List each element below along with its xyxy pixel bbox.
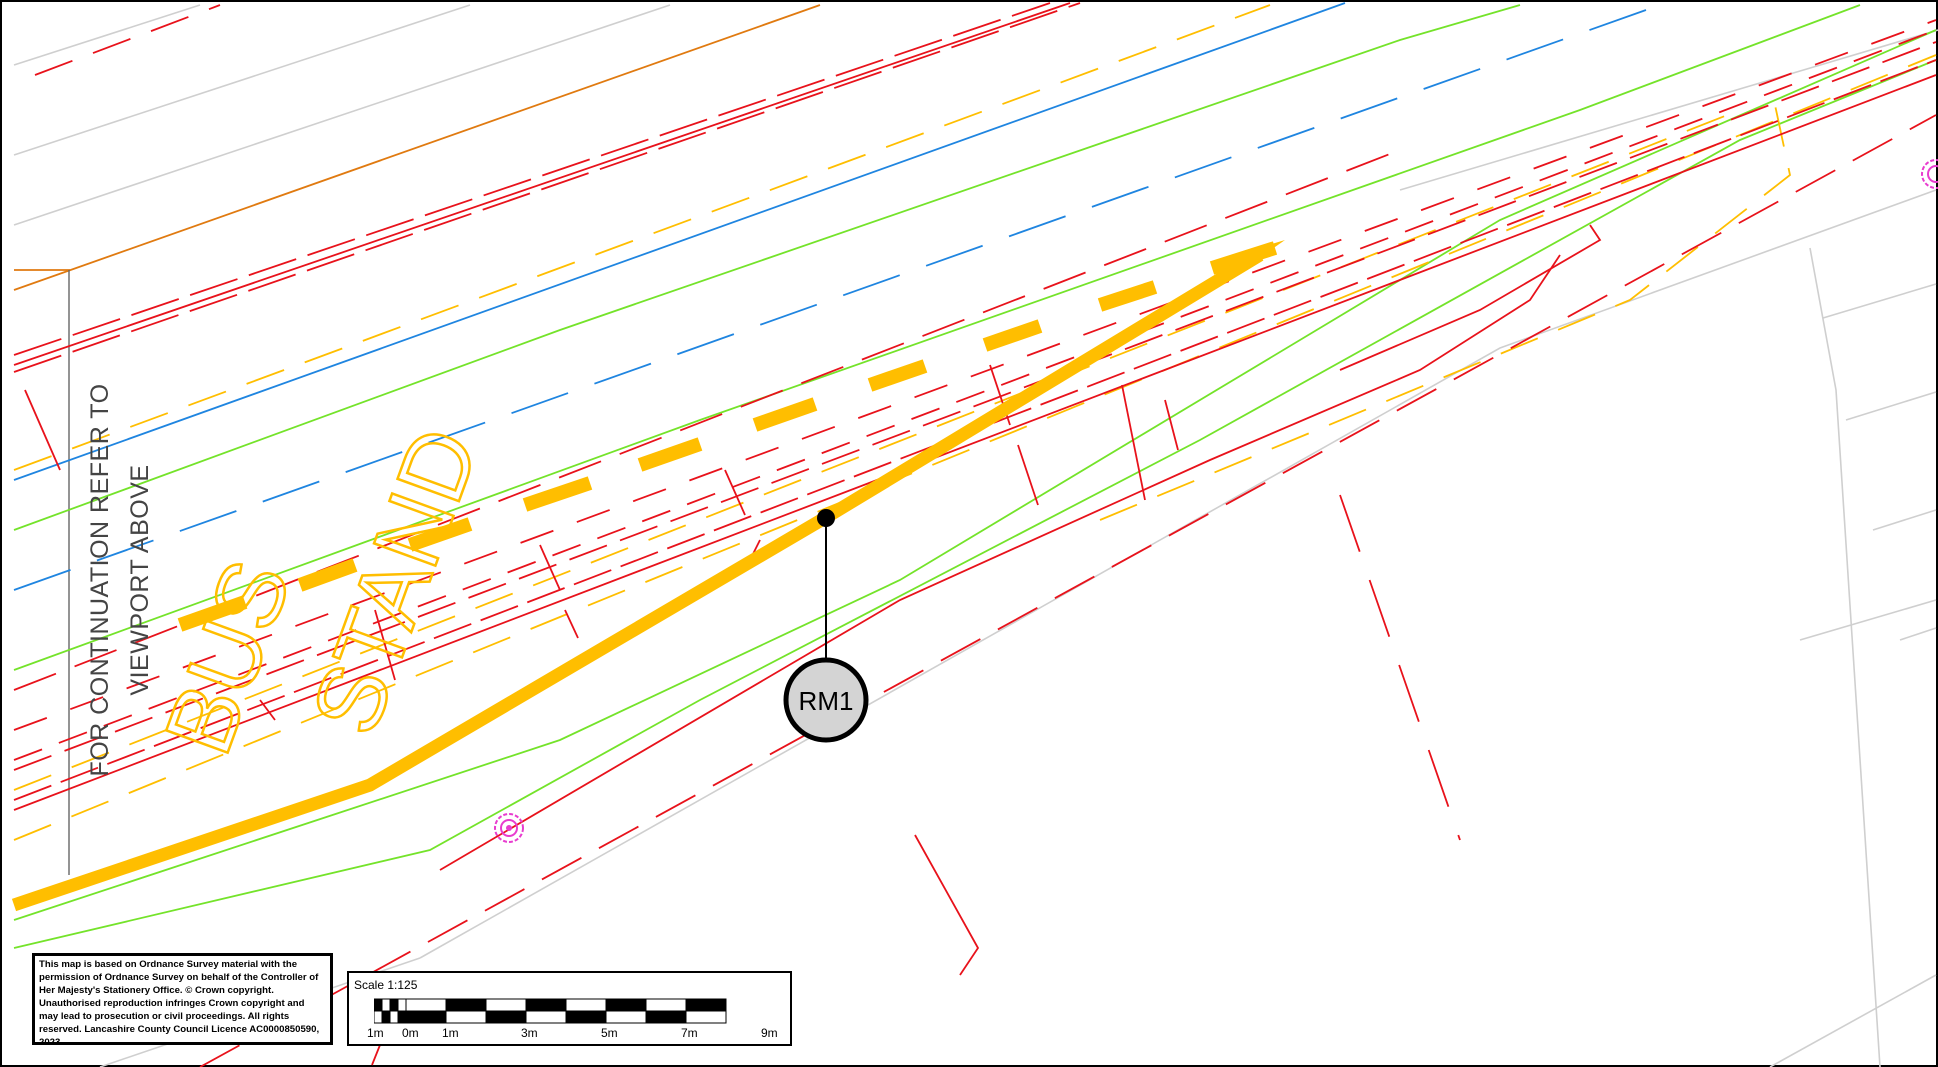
scale-tick-label: 7m [681, 1026, 698, 1040]
kerb-lines [13, 2, 1937, 1067]
continuation-note-line2: VIEWPORT ABOVE [126, 464, 154, 696]
manhole-cover-icon [1921, 159, 1938, 189]
continuation-note-line1: FOR CONTINUATION REFER TO [86, 383, 114, 777]
dashed-kerb-lines [13, 4, 1937, 841]
callout-anchor-dot [817, 509, 835, 527]
copyright-notice: This map is based on Ordnance Survey mat… [32, 953, 333, 1048]
rm1-callout: RM1 [783, 509, 869, 743]
scale-label: Scale 1:125 [354, 978, 418, 992]
verge-lines [13, 4, 1937, 949]
callout-label: RM1 [799, 686, 854, 716]
callout-bubble [783, 657, 869, 743]
scale-tick-label: 0m [402, 1026, 419, 1040]
scale-tick-label: 1m [442, 1026, 459, 1040]
continuation-note: FOR CONTINUATION REFER TO VIEWPORT ABOVE [80, 370, 160, 790]
scale-tick-label: 1m [367, 1026, 384, 1040]
scale-bar: Scale 1:125 [347, 971, 792, 1046]
scale-tick-label: 9m [761, 1026, 778, 1040]
copyright-text: This map is based on Ordnance Survey mat… [39, 959, 320, 1048]
building-outlines [13, 4, 1938, 1067]
bus-stand-arrow [11, 240, 1285, 912]
bus-stand-lettering: BUS STAND [144, 414, 501, 769]
scale-tick-label: 5m [601, 1026, 618, 1040]
manhole-cover-icon [494, 813, 524, 843]
scale-tick-label: 3m [521, 1026, 538, 1040]
centre-lines [13, 2, 1661, 591]
scale-bar-graphic [374, 998, 727, 1024]
boundary-line [13, 4, 821, 875]
